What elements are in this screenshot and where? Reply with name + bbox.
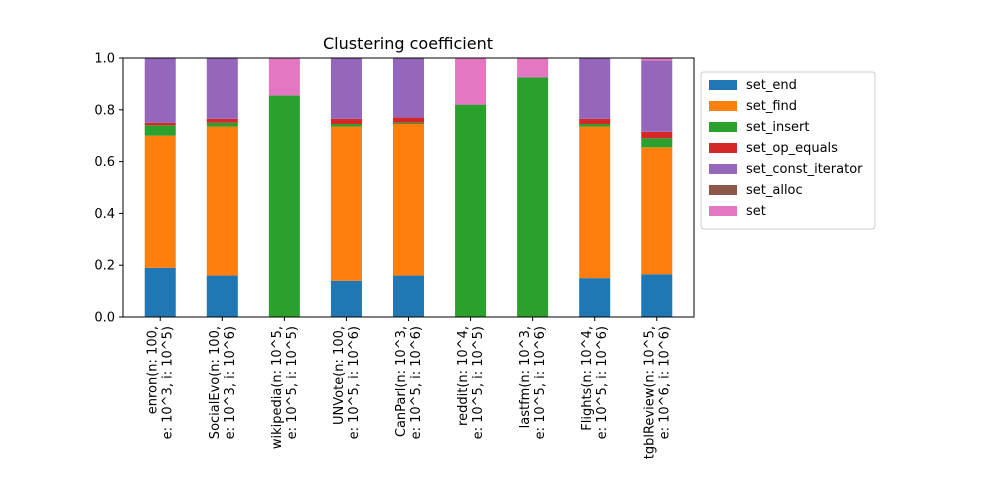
- x-tick-label-line: e: 10^6, i: 10^6): [657, 326, 672, 439]
- bar-segment-set_op_equals-3: [330, 118, 362, 125]
- x-tick-label-8: tgblReview(n: 10^5, e: 10^6, i: 10^6): [642, 326, 672, 459]
- x-tick-label-3: UNVote(n: 100, e: 10^5, i: 10^6): [332, 326, 362, 439]
- bar-segment-set_end-7: [579, 278, 611, 317]
- bar-segment-set_const_iterator-1: [206, 58, 238, 119]
- legend-swatch-set_const_iterator: [709, 164, 737, 174]
- legend-swatch-set: [709, 206, 737, 216]
- bar-segment-set_op_equals-1: [206, 118, 238, 123]
- bar-segment-set_op_equals-7: [579, 118, 611, 125]
- bar-segment-set_find-8: [641, 147, 673, 275]
- y-tick-label: 0.4: [94, 207, 115, 222]
- bar-segment-set_end-8: [641, 274, 673, 317]
- x-tick-label-line: e: 10^3, i: 10^6): [223, 326, 238, 439]
- bar-segment-set_insert-1: [206, 122, 238, 127]
- x-tick-label-line: e: 10^5, i: 10^6): [595, 326, 610, 439]
- x-tick-label-line: tgblReview(n: 10^5,: [642, 326, 657, 459]
- x-tick-label-line: Flights(n: 10^4,: [580, 326, 595, 431]
- y-tick-label: 0.2: [94, 259, 115, 274]
- x-tick-label-line: UNVote(n: 100,: [332, 326, 347, 425]
- bar-segment-set-6: [517, 58, 549, 78]
- legend-swatch-set_alloc: [709, 185, 737, 195]
- bar-segment-set_const_iterator-4: [392, 58, 425, 118]
- bar-segment-set_end-3: [330, 280, 362, 317]
- y-tick-label: 0.6: [94, 155, 115, 170]
- y-tick-label: 0.0: [94, 311, 115, 326]
- x-tick-label-line: e: 10^5, i: 10^6): [533, 326, 548, 439]
- bar-segment-set_op_equals-0: [144, 122, 176, 126]
- x-tick-label-line: CanParl(n: 10^3,: [394, 326, 409, 437]
- legend-label-set_const_iterator: set_const_iterator: [746, 162, 863, 177]
- x-tick-label-line: e: 10^3, i: 10^5): [161, 326, 176, 439]
- legend-label-set_find: set_find: [746, 99, 797, 114]
- bar-segment-set_insert-0: [144, 125, 176, 136]
- bar-segment-set-5: [455, 58, 487, 105]
- legend-swatch-set_end: [709, 80, 737, 90]
- x-tick-label-1: SocialEvo(n: 100, e: 10^3, i: 10^6): [208, 326, 238, 439]
- x-tick-label-line: e: 10^5, i: 10^6): [347, 326, 362, 439]
- x-tick-label-2: wikipedia(n: 10^5, e: 10^5, i: 10^5): [270, 326, 300, 449]
- bar-segment-set_const_iterator-0: [144, 58, 176, 123]
- bar-segment-set_end-0: [144, 267, 176, 317]
- x-tick-label-line: wikipedia(n: 10^5,: [270, 326, 285, 449]
- bar-segment-set_insert-5: [455, 104, 487, 318]
- legend: set_end set_find set_insert set_op_equalsse…: [700, 71, 876, 230]
- bar-segment-set-2: [268, 58, 300, 96]
- legend-label-set_insert: set_insert: [746, 120, 809, 135]
- legend-label-set: set: [746, 204, 766, 219]
- bar-segment-set-8: [641, 58, 673, 61]
- bar-segment-set_find-4: [392, 124, 425, 276]
- legend-label-set_op_equals: set_op_equals: [746, 141, 838, 156]
- bar-segment-set_end-4: [392, 275, 425, 317]
- bar-segment-set_insert-7: [579, 124, 611, 127]
- x-tick-label-line: e: 10^5, i: 10^6): [409, 326, 424, 439]
- x-tick-label-4: CanParl(n: 10^3, e: 10^5, i: 10^6): [394, 326, 424, 439]
- x-tick-label-5: reddit(n: 10^4, e: 10^5, i: 10^5): [456, 326, 486, 439]
- bars-layer: [144, 58, 673, 318]
- bar-segment-set_const_iterator-8: [641, 60, 673, 132]
- bar-segment-set_insert-6: [517, 77, 549, 317]
- bar-segment-set_find-1: [206, 126, 238, 276]
- y-tick-label: 0.8: [94, 103, 115, 118]
- legend-box: [700, 71, 876, 230]
- bar-segment-set_find-0: [144, 135, 176, 268]
- bar-segment-set_end-1: [206, 275, 238, 317]
- legend-label-set_end: set_end: [746, 78, 797, 93]
- x-tick-label-line: SocialEvo(n: 100,: [208, 326, 223, 439]
- bar-segment-set_insert-3: [330, 124, 362, 127]
- legend-swatch-set_op_equals: [709, 143, 737, 153]
- legend-swatch-set_insert: [709, 122, 737, 132]
- bar-segment-set_insert-2: [268, 95, 300, 317]
- x-tick-label-line: lastfm(n: 10^3,: [518, 326, 533, 428]
- bar-segment-set_const_iterator-3: [330, 58, 362, 119]
- x-tick-label-line: e: 10^5, i: 10^5): [471, 326, 486, 439]
- bar-segment-set_insert-4: [392, 122, 425, 125]
- bar-segment-set_find-7: [579, 126, 611, 279]
- bar-segment-set_insert-8: [641, 138, 673, 148]
- bar-segment-set_find-3: [330, 126, 362, 281]
- x-tick-label-0: enron(n: 100, e: 10^3, i: 10^5): [146, 326, 176, 439]
- bar-segment-set_const_iterator-7: [579, 58, 611, 119]
- x-tick-label-6: lastfm(n: 10^3, e: 10^5, i: 10^6): [518, 326, 548, 439]
- legend-label-set_alloc: set_alloc: [746, 183, 803, 198]
- bar-segment-set_op_equals-8: [641, 131, 673, 139]
- y-tick-label: 1.0: [94, 52, 115, 67]
- x-tick-label-line: enron(n: 100,: [146, 326, 161, 414]
- x-tick-label-7: Flights(n: 10^4, e: 10^5, i: 10^6): [580, 326, 610, 439]
- legend-swatch-set_find: [709, 101, 737, 111]
- x-tick-label-line: e: 10^5, i: 10^5): [285, 326, 300, 439]
- chart-title: Clustering coefficient: [323, 34, 493, 53]
- bar-segment-set_op_equals-4: [392, 117, 425, 123]
- x-tick-label-line: reddit(n: 10^4,: [456, 326, 471, 426]
